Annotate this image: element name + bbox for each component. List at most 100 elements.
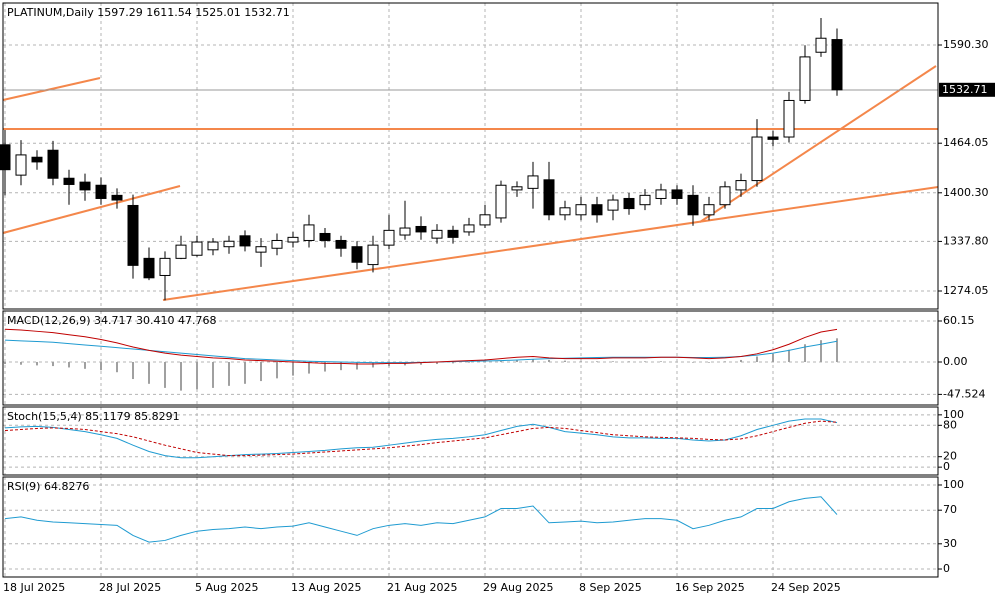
y-tick-label: 80 — [943, 418, 957, 431]
histogram-bar — [468, 361, 470, 363]
histogram-bar — [244, 361, 246, 384]
histogram-bar — [644, 361, 646, 362]
candle-body — [255, 246, 267, 253]
indicator-line — [4, 418, 838, 459]
candle-body — [559, 207, 571, 216]
panel-title: Stoch(15,5,4) 85.1179 85.8291 — [7, 410, 180, 423]
candle-body — [527, 175, 539, 189]
histogram-bar — [420, 361, 422, 365]
y-tick-label: 30 — [943, 537, 957, 550]
histogram-bar — [724, 361, 726, 362]
histogram-bar — [628, 361, 630, 362]
y-tick-label: -47.524 — [943, 387, 985, 400]
y-tick-label: 60.15 — [943, 314, 975, 327]
histogram-bar — [564, 360, 566, 362]
candle-body — [703, 204, 715, 216]
x-tick-label: 21 Aug 2025 — [387, 581, 457, 594]
candle-body — [143, 257, 155, 279]
price-tag — [939, 82, 995, 97]
histogram-bar — [596, 361, 598, 362]
x-tick-label: 13 Aug 2025 — [291, 581, 361, 594]
y-tick-label: 1464.05 — [943, 136, 989, 149]
x-tick-label: 24 Sep 2025 — [771, 581, 841, 594]
histogram-bar — [820, 340, 822, 362]
histogram-bar — [452, 361, 454, 364]
histogram-bar — [356, 361, 358, 370]
histogram-bar — [100, 361, 102, 371]
candle-body — [815, 37, 827, 53]
candle-body — [719, 186, 731, 206]
candle-body — [191, 241, 203, 256]
indicator-line — [4, 496, 838, 543]
histogram-bar — [788, 349, 790, 362]
candle-body — [79, 181, 91, 191]
histogram-bar — [516, 359, 518, 362]
histogram-bar — [4, 361, 6, 365]
y-tick-label: 1337.80 — [943, 234, 989, 247]
x-tick-label: 18 Jul 2025 — [3, 581, 65, 594]
histogram-bar — [772, 353, 774, 362]
candle-body — [783, 99, 795, 138]
candle-body — [591, 204, 603, 216]
histogram-bar — [148, 361, 150, 384]
candle-body — [95, 184, 107, 199]
histogram-bar — [20, 361, 22, 365]
candle-body — [63, 177, 75, 185]
candle-body — [287, 236, 299, 243]
histogram-bar — [308, 361, 310, 374]
candle-body — [831, 39, 843, 91]
x-tick-label: 28 Jul 2025 — [99, 581, 161, 594]
y-tick-label: 100 — [943, 478, 964, 491]
histogram-bar — [180, 361, 182, 391]
candle-body — [751, 136, 763, 182]
candle-body — [735, 180, 747, 191]
histogram-bar — [580, 361, 582, 362]
candle-body — [607, 199, 619, 211]
candle-body — [575, 204, 587, 216]
y-tick-label: 100 — [943, 408, 964, 421]
histogram-bar — [756, 356, 758, 362]
trendline — [2, 185, 181, 234]
candle-body — [431, 229, 443, 239]
y-tick-label: 1274.05 — [943, 284, 989, 297]
histogram-bar — [52, 361, 54, 367]
trendline — [2, 77, 101, 101]
histogram-bar — [500, 360, 502, 362]
panel-frame — [2, 406, 939, 476]
histogram-bar — [68, 361, 70, 368]
y-tick-label: 0 — [943, 562, 950, 575]
trendlines — [2, 65, 939, 301]
candle-body — [671, 189, 683, 199]
histogram-bar — [84, 361, 86, 369]
histogram-bar — [340, 361, 342, 371]
candle-body — [799, 56, 811, 101]
histogram-bar — [388, 361, 390, 367]
y-tick-label: 0.00 — [943, 355, 968, 368]
candle-body — [543, 179, 555, 216]
x-tick-label: 29 Aug 2025 — [483, 581, 553, 594]
histogram-bar — [372, 361, 374, 368]
candle-body — [207, 241, 219, 251]
candle-body — [111, 194, 123, 201]
candle-body — [479, 214, 491, 226]
histogram-bar — [836, 338, 838, 362]
trendline — [699, 65, 937, 223]
candle-body — [639, 194, 651, 206]
candle-body — [175, 244, 187, 259]
panel-title: PLATINUM,Daily 1597.29 1611.54 1525.01 1… — [7, 6, 290, 19]
histogram-bar — [660, 361, 662, 362]
histogram-bar — [164, 361, 166, 388]
candle-body — [655, 189, 667, 199]
candle-body — [367, 244, 379, 266]
candle-body — [127, 204, 139, 266]
marks-layer — [0, 18, 843, 543]
price-tag-label: 1532.71 — [942, 83, 988, 96]
panel-title: MACD(12,26,9) 34.717 30.410 47.768 — [7, 314, 217, 327]
candle-body — [383, 229, 395, 246]
y-tick-label: 1400.30 — [943, 186, 989, 199]
candle-body — [303, 224, 315, 241]
histogram-bar — [212, 361, 214, 388]
histogram-bar — [228, 361, 230, 386]
histogram-bar — [612, 361, 614, 362]
